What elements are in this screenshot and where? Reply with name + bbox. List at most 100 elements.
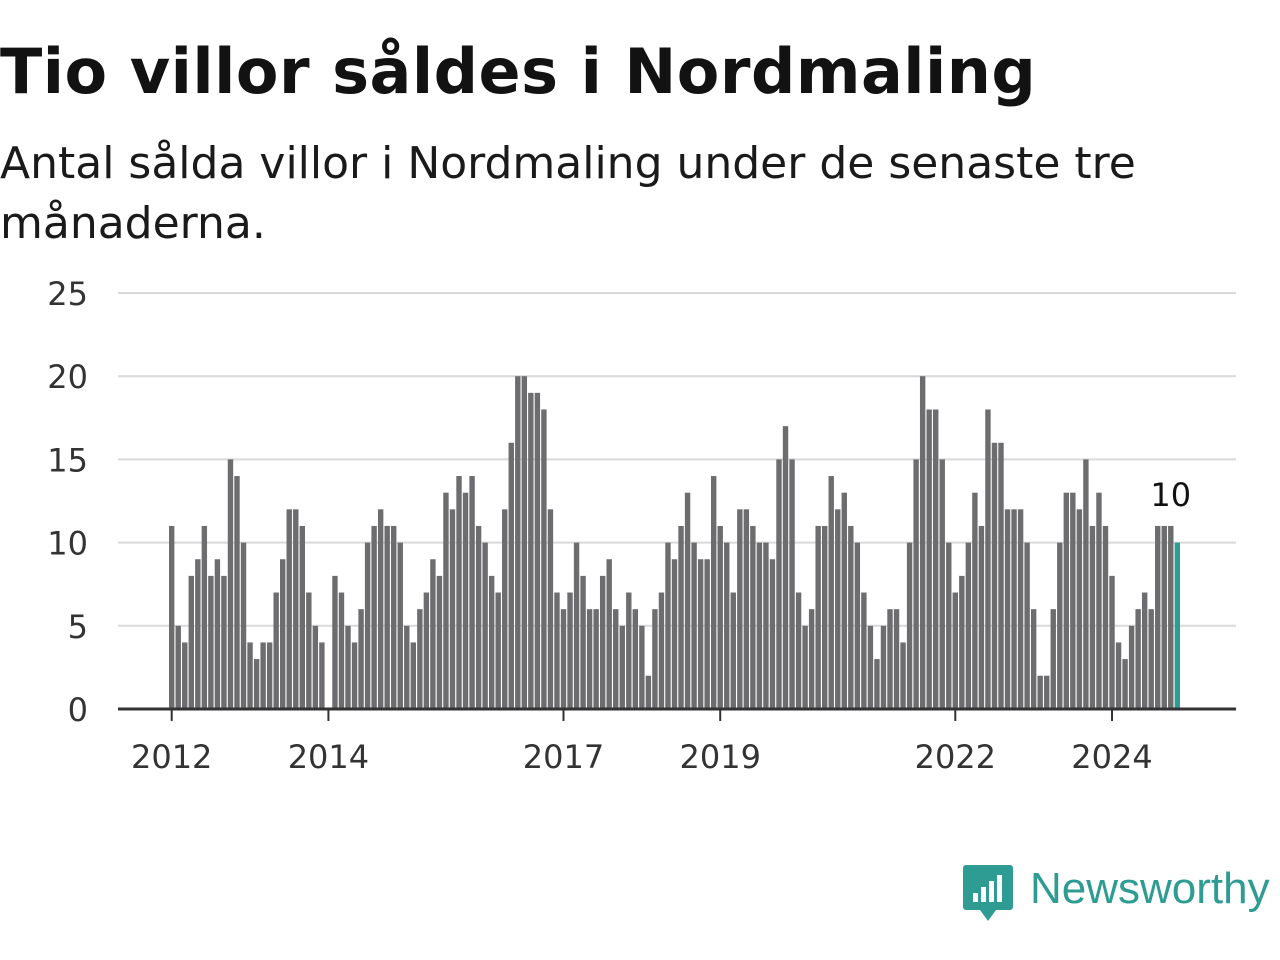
bar — [456, 476, 462, 709]
bar — [410, 642, 417, 709]
bar — [391, 525, 397, 709]
bar — [319, 642, 325, 709]
bar — [567, 592, 573, 709]
bar — [684, 492, 691, 709]
bar — [887, 609, 893, 709]
x-tick-label: 2022 — [915, 738, 996, 776]
x-tick-label: 2024 — [1071, 738, 1152, 776]
bar — [384, 525, 390, 709]
bar — [1011, 509, 1017, 709]
bar — [240, 542, 247, 709]
bar — [1004, 509, 1011, 709]
brand-name: Newsworthy — [1030, 864, 1270, 913]
bar — [358, 609, 364, 709]
chart-title: Tio villor såldes i Nordmaling — [0, 35, 1037, 108]
bar — [521, 376, 528, 709]
bar — [1017, 509, 1024, 709]
newsworthy-bar-chart-icon — [963, 865, 1013, 921]
bar — [724, 542, 730, 709]
bar — [1135, 609, 1141, 709]
bar — [560, 609, 567, 709]
brand-logo: Newsworthy — [962, 862, 1270, 926]
bar — [737, 509, 743, 709]
bar — [965, 542, 972, 709]
bar — [188, 575, 194, 709]
y-tick-label: 25 — [47, 275, 88, 313]
bar — [874, 659, 880, 709]
bar-highlight — [1174, 542, 1181, 709]
y-tick-label: 0 — [68, 691, 88, 729]
bar — [404, 625, 410, 709]
bar — [1115, 642, 1122, 709]
x-tick-label: 2012 — [131, 738, 212, 776]
bar — [795, 592, 802, 709]
x-tick-label: 2014 — [288, 738, 369, 776]
bar — [906, 542, 913, 709]
bar — [1109, 575, 1115, 709]
bar — [515, 376, 521, 709]
bar — [1057, 542, 1063, 709]
bar — [1141, 592, 1148, 709]
bar — [893, 609, 900, 709]
bar — [710, 476, 717, 709]
bar — [1102, 525, 1109, 709]
bar — [848, 525, 854, 709]
bar — [502, 509, 508, 709]
bar — [371, 525, 377, 709]
bar — [841, 492, 847, 709]
bar — [782, 426, 789, 709]
bar — [1037, 675, 1043, 709]
bar — [201, 525, 208, 709]
bar — [972, 492, 978, 709]
bar — [253, 659, 260, 709]
bar — [678, 525, 684, 709]
bar — [430, 559, 436, 709]
bar — [221, 575, 227, 709]
bar — [835, 509, 841, 709]
bar — [959, 575, 965, 709]
bar — [488, 575, 495, 709]
bar — [541, 409, 547, 709]
bar — [1148, 609, 1154, 709]
bar — [462, 492, 469, 709]
chart-subtitle: Antal sålda villor i Nordmaling under de… — [0, 138, 1136, 249]
bar — [482, 542, 488, 709]
bar — [776, 459, 782, 709]
bar — [913, 459, 919, 709]
bar — [1168, 525, 1174, 709]
bar — [652, 609, 658, 709]
bar — [854, 542, 861, 709]
bar — [730, 592, 736, 709]
bar — [606, 559, 612, 709]
bar — [214, 559, 221, 709]
bar — [802, 625, 808, 709]
bar — [808, 609, 815, 709]
bar — [299, 525, 305, 709]
bar — [1050, 609, 1056, 709]
bar — [985, 409, 991, 709]
bar — [900, 642, 906, 709]
annotations: 10 — [1150, 476, 1191, 514]
bar — [175, 625, 181, 709]
bar — [613, 609, 619, 709]
bar — [306, 592, 312, 709]
bar — [227, 459, 234, 709]
bar — [280, 559, 286, 709]
y-axis-tick-labels: 0 5 10 15 20 25 — [47, 275, 88, 729]
bar — [946, 542, 952, 709]
bar — [1083, 459, 1089, 709]
bar — [1128, 625, 1135, 709]
x-tick-label: 2017 — [523, 738, 604, 776]
bar — [939, 459, 945, 709]
bar — [351, 642, 358, 709]
bar — [1096, 492, 1102, 709]
bar — [691, 542, 697, 709]
bar — [1122, 659, 1128, 709]
bar — [828, 476, 834, 709]
bar — [423, 592, 430, 709]
y-tick-label: 15 — [47, 441, 88, 479]
bar — [926, 409, 932, 709]
bar — [293, 509, 299, 709]
bar — [449, 509, 456, 709]
bar — [998, 442, 1004, 709]
